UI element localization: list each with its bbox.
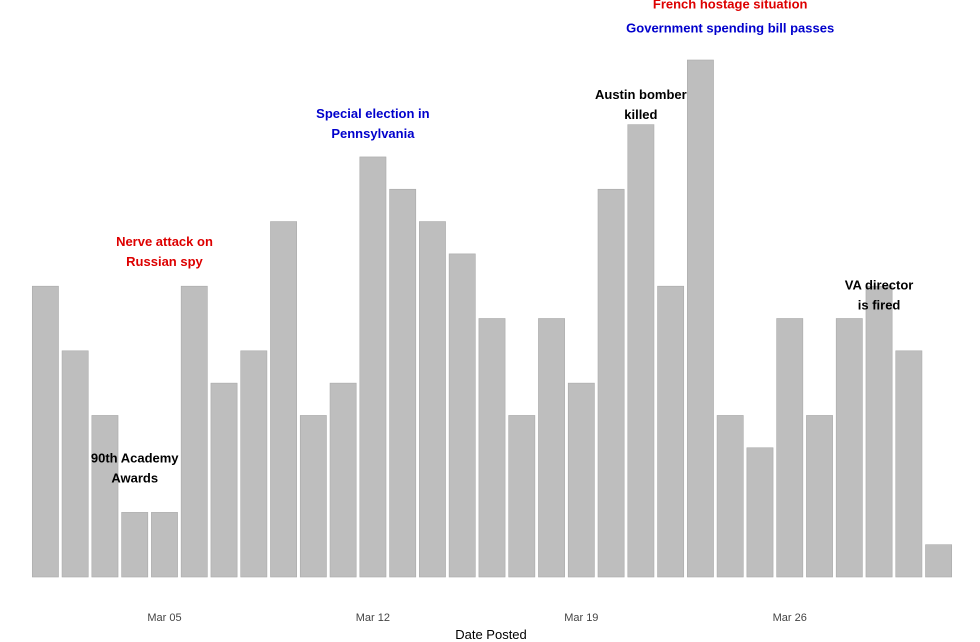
bar-mar-02	[61, 350, 89, 578]
event-annotation: Nerve attack on Russian spy	[116, 234, 213, 269]
bar-mar-11	[329, 382, 357, 578]
annotation-line: Russian spy	[126, 254, 203, 269]
bar-mar-22	[657, 285, 685, 578]
annotation-line: VA director	[845, 277, 914, 292]
event-annotation: 90th Academy Awards	[91, 450, 179, 485]
bar-mar-30	[895, 350, 923, 578]
annotation-line: 90th Academy	[91, 450, 179, 465]
bar-mar-31	[925, 544, 953, 578]
x-axis-title: Date Posted	[455, 627, 527, 642]
bar-mar-09	[270, 221, 297, 578]
bars-group	[31, 59, 953, 578]
annotation-line: Government spending bill passes	[626, 21, 834, 36]
bar-mar-27	[806, 415, 833, 578]
bar-mar-01	[31, 285, 59, 578]
bar-mar-17	[508, 415, 536, 578]
bar-mar-14	[419, 221, 446, 578]
bar-mar-19	[567, 382, 595, 578]
annotation-line: Austin bomber	[595, 87, 687, 102]
event-annotations: 90th Academy Awards Nerve attack on Russian…	[91, 0, 913, 485]
bar-mar-07	[210, 382, 238, 578]
x-tick-labels: Mar 05 Mar 12 Mar 19 Mar 26	[147, 612, 807, 624]
annotation-line: killed	[624, 107, 657, 122]
event-annotation: French hostage situation	[653, 0, 808, 11]
bar-mar-24	[716, 415, 744, 578]
bar-mar-26	[776, 318, 804, 578]
annotation-line: Special election in	[316, 106, 429, 121]
x-tick-label: Mar 05	[147, 612, 181, 624]
annotation-line: is fired	[858, 297, 901, 312]
event-annotation: VA director is fired	[845, 277, 914, 312]
bar-mar-08	[240, 350, 268, 578]
x-tick-label: Mar 19	[564, 612, 598, 624]
event-annotation: Austin bomber killed	[595, 87, 687, 122]
bar-mar-18	[538, 318, 565, 578]
bar-mar-20	[597, 188, 625, 578]
bar-mar-25	[746, 447, 774, 578]
annotation-line: French hostage situation	[653, 0, 808, 11]
bar-mar-21	[627, 124, 655, 578]
bar-mar-06	[180, 285, 208, 578]
event-annotation: Special election in Pennsylvania	[316, 106, 429, 141]
x-tick-label: Mar 26	[773, 612, 807, 624]
bar-mar-15	[448, 253, 476, 578]
annotation-line: Pennsylvania	[331, 126, 415, 141]
bar-mar-10	[299, 415, 327, 578]
bar-mar-05	[151, 512, 178, 578]
x-tick-label: Mar 12	[356, 612, 390, 624]
bar-mar-13	[389, 188, 417, 578]
bar-mar-29	[865, 285, 893, 578]
bar-mar-03	[91, 415, 119, 578]
annotation-line: Nerve attack on	[116, 234, 213, 249]
bar-mar-28	[835, 318, 863, 578]
bar-mar-23	[687, 59, 714, 578]
bar-mar-12	[359, 156, 387, 578]
bar-mar-04	[121, 512, 149, 578]
event-annotation: Government spending bill passes	[626, 21, 834, 36]
bar-mar-16	[478, 318, 506, 578]
annotation-line: Awards	[111, 470, 158, 485]
